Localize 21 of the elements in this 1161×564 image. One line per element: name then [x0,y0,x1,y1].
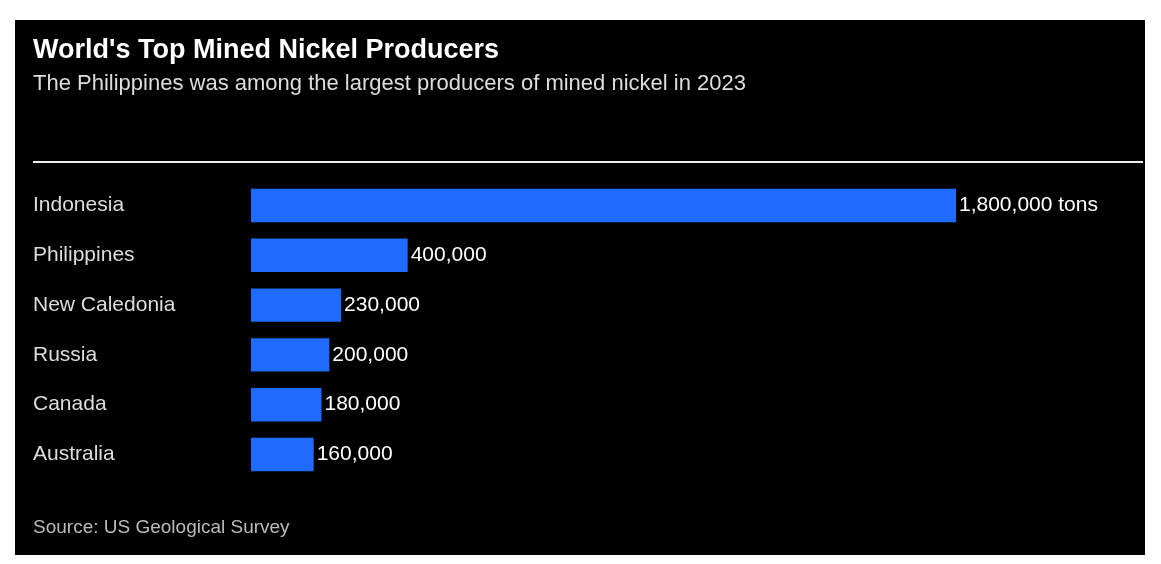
source-note: Source: US Geological Survey [33,516,290,538]
data-label: 400,000 [410,242,487,266]
data-label: 200,000 [332,341,409,365]
bar [251,388,322,422]
bar [251,188,956,223]
data-label: 230,000 [344,291,421,315]
bar [251,288,342,322]
y-tick-label: Indonesia [33,192,125,216]
data-label: 180,000 [324,391,401,415]
y-tick-label: Australia [33,441,116,465]
bar [251,437,314,472]
y-tick-label: Philippines [33,242,135,266]
data-label: 1,800,000 tons [959,192,1098,216]
data-label: 160,000 [316,441,393,465]
chart-title: World's Top Mined Nickel Producers [33,34,500,65]
y-tick-label: New Caledonia [33,291,176,315]
chart-subtitle: The Philippines was among the largest producers of mined nickel in 2023 [33,70,746,96]
bar [251,338,330,372]
bar [251,238,408,272]
y-tick-label: Russia [33,341,98,365]
y-tick-label: Canada [33,391,107,415]
